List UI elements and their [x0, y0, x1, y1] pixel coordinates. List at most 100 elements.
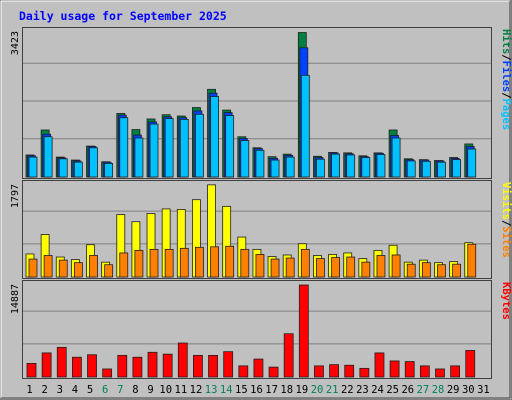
- kbytes-bar-kbytes: [435, 368, 445, 378]
- kbytes-bar-kbytes: [87, 354, 97, 378]
- visitors-bar-sites: [331, 257, 340, 278]
- x-axis-labels: 1 2 3 4 5 6 7 8 9 10 11 12 13 14 15 16 17 18 19 20 21 22 23 24 2…: [26, 384, 489, 396]
- requests-bar-pages: [149, 123, 159, 178]
- kbytes-bar-kbytes: [147, 351, 158, 378]
- requests-legend: Hits/Files/Pages: [500, 29, 512, 130]
- x-tick-label: 23: [356, 384, 369, 396]
- kbytes-bar-kbytes: [26, 363, 37, 378]
- visitors-legend: Visits/Sites: [500, 182, 512, 258]
- kbytes-bar-kbytes: [208, 354, 218, 378]
- visitors-bar-sites: [437, 264, 446, 278]
- visitors-bar-sites: [134, 249, 144, 278]
- requests-bar-pages: [119, 117, 129, 178]
- kbytes-bar-kbytes: [56, 346, 67, 378]
- visitors-bar-sites: [210, 246, 219, 278]
- x-tick-label: 8: [132, 384, 138, 396]
- visitors-bar-sites: [391, 254, 401, 278]
- legend-files: Files: [500, 61, 512, 93]
- visitors-bar-sites: [376, 255, 386, 278]
- kbytes-bar-kbytes: [374, 352, 385, 378]
- requests-bar-pages: [421, 160, 431, 178]
- visitors-bar-sites: [164, 248, 174, 278]
- kbytes-bar-kbytes: [359, 367, 370, 378]
- kbytes-bar-kbytes: [132, 356, 143, 378]
- visitors-bar-sites: [104, 264, 114, 278]
- kbytes-bar-kbytes: [298, 284, 309, 378]
- requests-bar-pages: [210, 96, 219, 178]
- x-tick-label: 31: [477, 384, 490, 396]
- x-tick-label: 16: [250, 384, 263, 396]
- visitors-bar-sites: [406, 263, 416, 278]
- kbytes-bar-kbytes: [41, 352, 52, 378]
- requests-bar-pages: [195, 113, 204, 178]
- x-tick-label: 29: [447, 384, 460, 396]
- kbytes-bar-kbytes: [177, 342, 188, 378]
- requests-bar-pages: [437, 161, 446, 178]
- x-tick-label: 26: [401, 384, 414, 396]
- kbytes-bar-kbytes: [102, 368, 113, 378]
- kbytes-legend: KBytes: [500, 282, 512, 320]
- kbytes-bar-kbytes: [162, 353, 173, 378]
- bars: [25, 32, 477, 378]
- x-tick-label: 17: [265, 384, 278, 396]
- requests-bar-pages: [316, 158, 325, 178]
- x-tick-label: 22: [341, 384, 354, 396]
- requests-bar-pages: [406, 160, 416, 178]
- visitors-bar-sites: [285, 257, 295, 278]
- requests-ymax-label: 3423: [10, 31, 21, 55]
- kbytes-bar-kbytes: [389, 360, 400, 378]
- x-tick-label: 20: [311, 384, 324, 396]
- visitors-bar-sites: [255, 254, 265, 278]
- legend-sites: Sites: [500, 226, 512, 258]
- requests-bar-pages: [225, 115, 235, 178]
- visitors-bar-sites: [421, 262, 431, 278]
- requests-bar-pages: [285, 156, 295, 178]
- visitors-bar-sites: [467, 243, 477, 278]
- visitors-ymax-label: 1797: [10, 184, 21, 208]
- chart-title: Daily usage for September 2025: [19, 9, 227, 23]
- x-tick-label: 1: [26, 384, 32, 396]
- legend-kbytes: KBytes: [500, 282, 512, 320]
- kbytes-bar-kbytes: [253, 358, 264, 378]
- legend-separator: /: [500, 92, 512, 98]
- requests-bar-pages: [331, 153, 340, 178]
- kbytes-bar-kbytes: [450, 365, 461, 378]
- requests-bar-pages: [376, 154, 386, 178]
- requests-bar-pages: [73, 161, 83, 178]
- requests-bar-pages: [58, 158, 68, 178]
- x-tick-label: 2: [42, 384, 48, 396]
- x-tick-label: 11: [175, 384, 188, 396]
- kbytes-bar-kbytes: [238, 365, 249, 378]
- visitors-bar-sites: [119, 252, 129, 278]
- kbytes-bar-kbytes: [268, 366, 279, 378]
- visitors-bar-sites: [225, 245, 235, 278]
- legend-hits: Hits: [500, 29, 512, 54]
- requests-bar-pages: [89, 147, 98, 178]
- kbytes-bar-kbytes: [404, 361, 415, 378]
- x-tick-label: 27: [417, 384, 430, 396]
- requests-bar-pages: [134, 137, 144, 178]
- legend-visits: Visits: [500, 182, 512, 220]
- kbytes-bar-kbytes: [329, 364, 339, 378]
- requests-bar-pages: [164, 118, 174, 178]
- kbytes-bar-kbytes: [283, 333, 294, 378]
- requests-bar-pages: [104, 163, 114, 178]
- x-tick-label: 3: [57, 384, 63, 396]
- x-tick-label: 15: [235, 384, 248, 396]
- visitors-bar-sites: [179, 247, 189, 278]
- x-tick-label: 21: [326, 384, 339, 396]
- requests-bar-pages: [240, 140, 250, 178]
- visitors-bar-sites: [452, 263, 462, 278]
- requests-bar-pages: [179, 118, 189, 178]
- requests-bar-pages: [270, 159, 280, 178]
- requests-bar-pages: [43, 136, 53, 178]
- kbytes-bar-kbytes: [71, 356, 82, 378]
- visitors-bar-sites: [316, 258, 325, 278]
- x-tick-label: 13: [205, 384, 218, 396]
- x-tick-label: 25: [386, 384, 399, 396]
- x-tick-label: 12: [190, 384, 203, 396]
- visitors-bar-sites: [361, 261, 371, 278]
- x-tick-label: 9: [147, 384, 153, 396]
- x-tick-label: 18: [280, 384, 293, 396]
